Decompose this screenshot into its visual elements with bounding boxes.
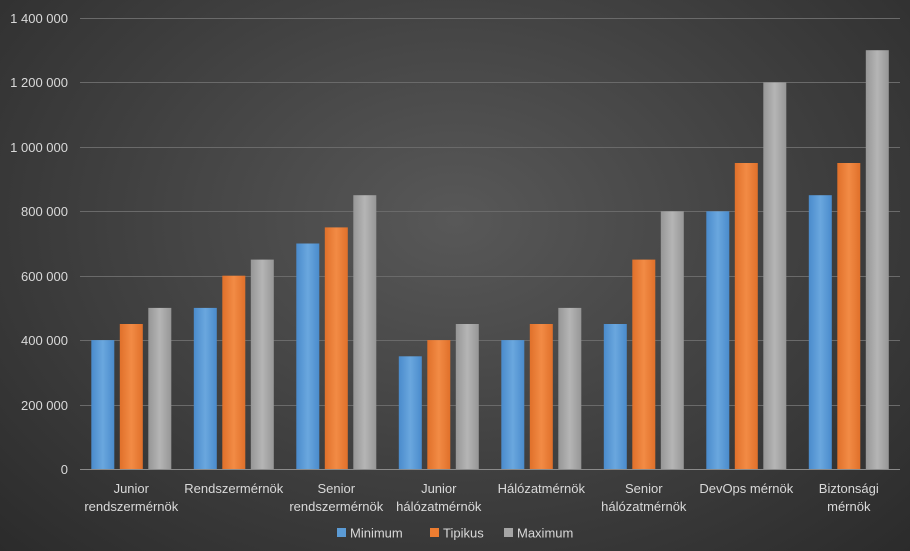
- x-axis-category-labels: Junior rendszermérnök Rendszermérnök Senior…: [84, 481, 879, 514]
- bar-maximum-0: [148, 307, 172, 469]
- y-tick-label: 200 000: [21, 398, 68, 413]
- bar-maximum-6: [763, 82, 787, 470]
- x-category-label: Rendszermérnök: [184, 481, 283, 496]
- y-tick-label: 600 000: [21, 269, 68, 284]
- x-category-label: Senior: [318, 481, 356, 496]
- y-tick-label: 400 000: [21, 333, 68, 348]
- bar-tipikus-6: [734, 163, 758, 469]
- bar-minimum-7: [808, 195, 832, 469]
- bar-tipikus-5: [632, 259, 656, 469]
- bar-minimum-3: [398, 356, 422, 470]
- bar-maximum-4: [558, 307, 582, 469]
- legend-swatch-minimum: [337, 528, 346, 537]
- bar-minimum-4: [501, 340, 525, 469]
- legend-label-maximum: Maximum: [517, 526, 573, 541]
- x-category-label: Senior: [625, 481, 663, 496]
- y-tick-label: 800 000: [21, 204, 68, 219]
- x-category-label: DevOps mérnök: [699, 481, 793, 496]
- x-category-label: Junior: [421, 481, 457, 496]
- x-category-label: hálózatmérnök: [601, 499, 687, 514]
- bar-maximum-2: [353, 195, 377, 469]
- y-axis-tick-labels: 0 200 000 400 000 600 000 800 000 1 000 000 1 …: [10, 11, 68, 477]
- bar-tipikus-4: [529, 324, 553, 469]
- bar-minimum-0: [91, 340, 115, 469]
- bar-minimum-6: [706, 211, 730, 470]
- x-category-label: Biztonsági: [819, 481, 879, 496]
- bars: [91, 50, 889, 470]
- y-tick-label: 1 200 000: [10, 75, 68, 90]
- bar-maximum-3: [455, 324, 479, 469]
- legend-label-minimum: Minimum: [350, 526, 403, 541]
- y-tick-label: 1 400 000: [10, 11, 68, 26]
- y-tick-label: 0: [61, 462, 68, 477]
- bar-maximum-5: [660, 211, 684, 470]
- bar-minimum-1: [193, 307, 217, 469]
- bar-tipikus-2: [324, 227, 348, 469]
- x-category-label: rendszermérnök: [289, 499, 383, 514]
- legend-swatch-tipikus: [430, 528, 439, 537]
- x-category-label: hálózatmérnök: [396, 499, 482, 514]
- bar-minimum-5: [603, 324, 627, 469]
- x-category-label: Junior: [114, 481, 150, 496]
- bar-maximum-7: [865, 50, 889, 469]
- legend-label-tipikus: Tipikus: [443, 526, 484, 541]
- bar-maximum-1: [250, 259, 274, 469]
- bar-tipikus-3: [427, 340, 451, 469]
- x-category-label: rendszermérnök: [84, 499, 178, 514]
- legend-swatch-maximum: [504, 528, 513, 537]
- bar-tipikus-7: [837, 163, 861, 469]
- bar-minimum-2: [296, 243, 320, 469]
- x-category-label: mérnök: [827, 499, 871, 514]
- bar-tipikus-1: [222, 275, 246, 469]
- legend: Minimum Tipikus Maximum: [337, 526, 573, 541]
- y-tick-label: 1 000 000: [10, 140, 68, 155]
- x-category-label: Hálózatmérnök: [498, 481, 586, 496]
- bar-tipikus-0: [119, 324, 143, 469]
